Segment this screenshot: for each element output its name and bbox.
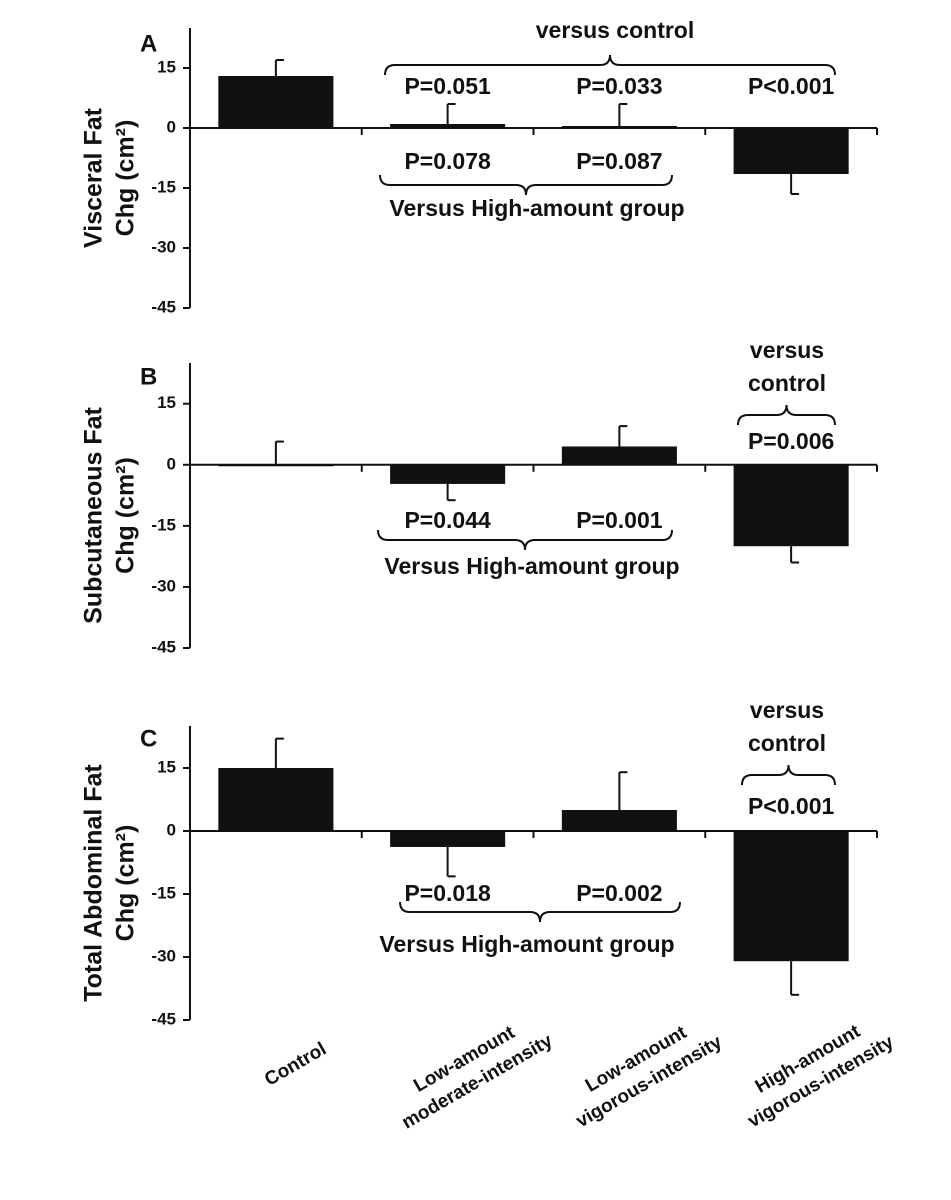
- bracket: [737, 404, 836, 426]
- p-value: P=0.051: [404, 73, 491, 99]
- comparison-label: versus control: [748, 337, 826, 396]
- y-tick-label: -15: [151, 177, 176, 196]
- comparison-label: Versus High-amount group: [389, 195, 684, 221]
- y-axis-label: Chg (cm²): [112, 120, 140, 237]
- p-value: P=0.044: [404, 507, 491, 533]
- p-value: P=0.001: [576, 507, 663, 533]
- p-value: P<0.001: [748, 793, 835, 819]
- p-value: P=0.033: [576, 73, 662, 99]
- y-tick-label: -30: [151, 237, 176, 256]
- p-value: P=0.018: [404, 880, 491, 906]
- bar: [733, 464, 849, 547]
- bar: [390, 831, 506, 847]
- y-tick-label: 15: [157, 393, 176, 412]
- p-value: P=0.087: [576, 148, 662, 174]
- x-tick-label: Low-amountmoderate-intensity: [386, 1008, 557, 1134]
- y-tick-label: -30: [151, 576, 176, 595]
- x-tick-label: Control: [261, 1039, 330, 1091]
- x-tick-label: High-amountvigorous-intensity: [731, 1009, 897, 1132]
- y-tick-label: 15: [157, 57, 176, 76]
- comparison-label: versus control: [748, 697, 826, 756]
- bar: [733, 128, 849, 174]
- y-axis-label: Visceral Fat: [80, 107, 108, 248]
- y-axis-label: Total Abdominal Fat: [80, 764, 108, 1002]
- y-tick-label: 15: [157, 757, 176, 776]
- bracket: [399, 901, 681, 923]
- p-value: P=0.002: [576, 880, 662, 906]
- panel-label: C: [140, 725, 157, 752]
- panel-label: B: [140, 363, 157, 390]
- p-value: P<0.001: [748, 73, 835, 99]
- bracket: [379, 174, 673, 196]
- bar: [561, 126, 677, 128]
- bracket: [741, 764, 836, 786]
- y-tick-label: -45: [151, 297, 176, 316]
- y-tick-label: 0: [167, 117, 176, 136]
- bar: [561, 810, 677, 831]
- comparison-label: Versus High-amount group: [379, 931, 674, 957]
- bar: [561, 446, 677, 465]
- bar: [390, 124, 506, 128]
- y-axis-label: Chg (cm²): [112, 825, 140, 942]
- bar: [390, 464, 506, 484]
- y-axis-label: Subcutaneous Fat: [80, 406, 108, 623]
- bar: [218, 768, 334, 831]
- y-tick-label: -45: [151, 1009, 176, 1028]
- y-tick-label: -45: [151, 637, 176, 656]
- p-value: P=0.078: [404, 148, 491, 174]
- bar: [218, 76, 334, 128]
- bracket: [384, 54, 836, 76]
- y-tick-label: -30: [151, 946, 176, 965]
- y-axis-label: Chg (cm²): [112, 457, 140, 574]
- x-tick-label: Low-amountvigorous-intensity: [560, 1009, 726, 1132]
- p-value: P=0.006: [748, 428, 834, 454]
- panel-label: A: [140, 30, 157, 57]
- y-tick-label: 0: [167, 454, 176, 473]
- bar: [733, 831, 849, 962]
- y-tick-label: 0: [167, 820, 176, 839]
- bar: [218, 464, 334, 467]
- comparison-label: Versus High-amount group: [384, 553, 679, 579]
- bracket: [377, 529, 673, 551]
- comparison-label: versus control: [536, 17, 695, 43]
- y-tick-label: -15: [151, 515, 176, 534]
- y-tick-label: -15: [151, 883, 176, 902]
